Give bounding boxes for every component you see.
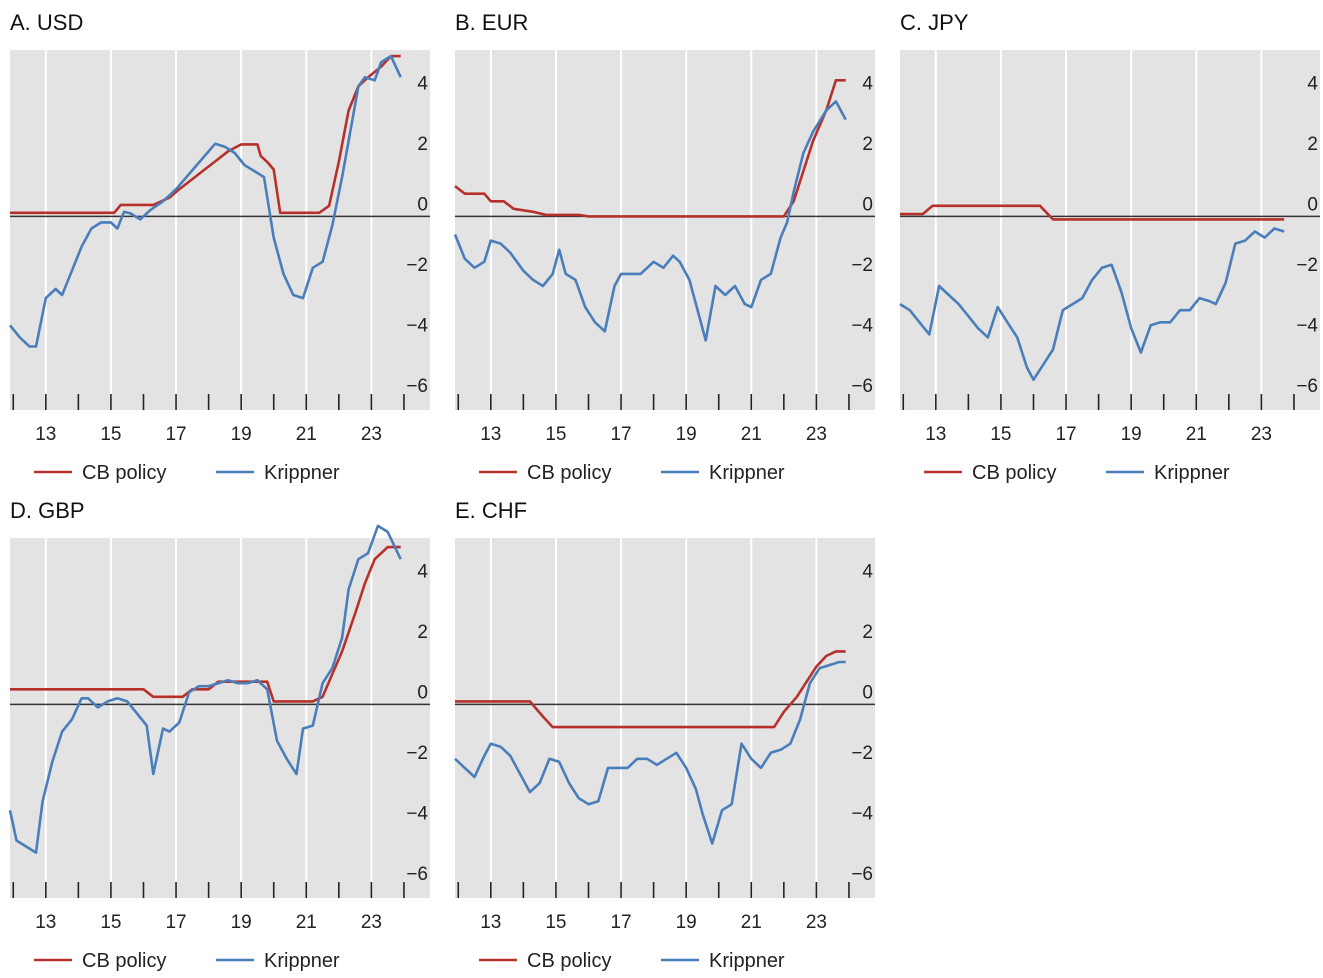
y-tick-label: 0 bbox=[417, 682, 428, 703]
y-tick-label: −4 bbox=[851, 803, 873, 824]
x-tick-label: 15 bbox=[100, 424, 121, 445]
krippner-line bbox=[8, 54, 402, 348]
y-tick-label: −6 bbox=[851, 864, 873, 885]
cb-policy-line bbox=[454, 79, 846, 218]
y-tick-label: 2 bbox=[417, 622, 428, 643]
krippner-line bbox=[453, 100, 847, 342]
x-tick-label: 21 bbox=[741, 912, 762, 933]
x-tick-label: 15 bbox=[545, 912, 566, 933]
panel-title: A. USD bbox=[10, 10, 83, 35]
x-tick-label: 19 bbox=[231, 424, 252, 445]
x-tick-label: 19 bbox=[676, 424, 697, 445]
plot-background bbox=[900, 50, 1320, 410]
x-tick-label: 23 bbox=[1251, 424, 1272, 445]
y-tick-label: −2 bbox=[406, 743, 428, 764]
y-tick-label: −4 bbox=[1296, 315, 1318, 336]
cb-policy-line bbox=[455, 650, 846, 729]
x-tick-label: 17 bbox=[610, 424, 631, 445]
y-tick-label: −4 bbox=[406, 803, 428, 824]
panel-title: B. EUR bbox=[455, 10, 528, 35]
x-tick-label: 21 bbox=[296, 912, 317, 933]
x-tick-label: 13 bbox=[35, 912, 56, 933]
cb-policy-line bbox=[900, 204, 1285, 221]
x-tick-label: 17 bbox=[165, 424, 186, 445]
y-tick-label: −4 bbox=[406, 315, 428, 336]
panel-title: E. CHF bbox=[455, 498, 527, 523]
y-tick-label: 4 bbox=[417, 561, 428, 582]
x-tick-label: 23 bbox=[361, 912, 382, 933]
x-tick-label: 17 bbox=[165, 912, 186, 933]
krippner-line bbox=[8, 524, 402, 854]
panel-title: D. GBP bbox=[10, 498, 85, 523]
x-tick-label: 15 bbox=[100, 912, 121, 933]
y-tick-label: 2 bbox=[862, 134, 873, 155]
x-tick-label: 15 bbox=[545, 424, 566, 445]
y-tick-label: 0 bbox=[862, 194, 873, 215]
x-tick-label: 21 bbox=[296, 424, 317, 445]
x-tick-label: 19 bbox=[231, 912, 252, 933]
y-tick-label: 4 bbox=[862, 73, 873, 94]
y-tick-label: 4 bbox=[417, 73, 428, 94]
x-tick-label: 17 bbox=[610, 912, 631, 933]
x-tick-label: 19 bbox=[676, 912, 697, 933]
x-tick-label: 13 bbox=[480, 424, 501, 445]
x-tick-label: 13 bbox=[480, 912, 501, 933]
plot-background bbox=[455, 538, 875, 898]
legend-label-cb-policy: CB policy bbox=[527, 950, 611, 972]
legend-label-cb-policy: CB policy bbox=[82, 950, 166, 972]
x-tick-label: 15 bbox=[990, 424, 1011, 445]
plot-background bbox=[10, 50, 430, 410]
y-tick-label: 2 bbox=[862, 622, 873, 643]
panel-title: C. JPY bbox=[900, 10, 969, 35]
y-tick-label: −2 bbox=[1296, 255, 1318, 276]
y-tick-label: 0 bbox=[1307, 194, 1318, 215]
legend-label-cb-policy: CB policy bbox=[527, 462, 611, 484]
legend-label-cb-policy: CB policy bbox=[82, 462, 166, 484]
y-tick-label: −6 bbox=[851, 376, 873, 397]
legend-label-krippner: Krippner bbox=[264, 462, 340, 484]
x-tick-label: 13 bbox=[925, 424, 946, 445]
x-tick-label: 19 bbox=[1121, 424, 1142, 445]
x-tick-label: 17 bbox=[1055, 424, 1076, 445]
y-tick-label: −6 bbox=[406, 376, 428, 397]
x-tick-label: 23 bbox=[361, 424, 382, 445]
x-tick-label: 21 bbox=[741, 424, 762, 445]
panel-a: A. USD 13 15 17 19 21 23 −6 −4 −2 0 2 4 CB policy Krip… bbox=[8, 10, 430, 484]
y-tick-label: −4 bbox=[851, 315, 873, 336]
panel-d: D. GBP 13 15 17 19 21 23 −6 −4 −2 0 2 4 CB policy Krip… bbox=[8, 498, 430, 972]
x-tick-label: 21 bbox=[1186, 424, 1207, 445]
y-tick-label: −6 bbox=[406, 864, 428, 885]
panel-c: C. JPY 13 15 17 19 21 23 −6 −4 −2 0 2 4 CB policy Krip… bbox=[899, 10, 1320, 484]
legend-label-krippner: Krippner bbox=[1154, 462, 1230, 484]
legend-label-krippner: Krippner bbox=[709, 462, 785, 484]
y-tick-label: 2 bbox=[1307, 134, 1318, 155]
x-tick-label: 23 bbox=[806, 912, 827, 933]
legend-label-krippner: Krippner bbox=[709, 950, 785, 972]
krippner-line bbox=[899, 227, 1285, 382]
legend-label-krippner: Krippner bbox=[264, 950, 340, 972]
y-tick-label: −2 bbox=[851, 743, 873, 764]
panel-b: B. EUR 13 15 17 19 21 23 −6 −4 −2 0 2 4 CB policy Krip… bbox=[453, 10, 875, 484]
x-tick-label: 23 bbox=[806, 424, 827, 445]
y-tick-label: 0 bbox=[862, 682, 873, 703]
y-tick-label: −6 bbox=[1296, 376, 1318, 397]
y-tick-label: 0 bbox=[417, 194, 428, 215]
plot-background bbox=[455, 50, 875, 410]
y-tick-label: 4 bbox=[1307, 73, 1318, 94]
panel-e: E. CHF 13 15 17 19 21 23 −6 −4 −2 0 2 4 CB policy Krip… bbox=[454, 498, 875, 972]
y-tick-label: 2 bbox=[417, 134, 428, 155]
y-tick-label: −2 bbox=[851, 255, 873, 276]
krippner-line bbox=[454, 660, 846, 845]
legend-label-cb-policy: CB policy bbox=[972, 462, 1056, 484]
x-tick-label: 13 bbox=[35, 424, 56, 445]
y-tick-label: 4 bbox=[862, 561, 873, 582]
y-tick-label: −2 bbox=[406, 255, 428, 276]
cb-policy-line bbox=[10, 545, 401, 703]
